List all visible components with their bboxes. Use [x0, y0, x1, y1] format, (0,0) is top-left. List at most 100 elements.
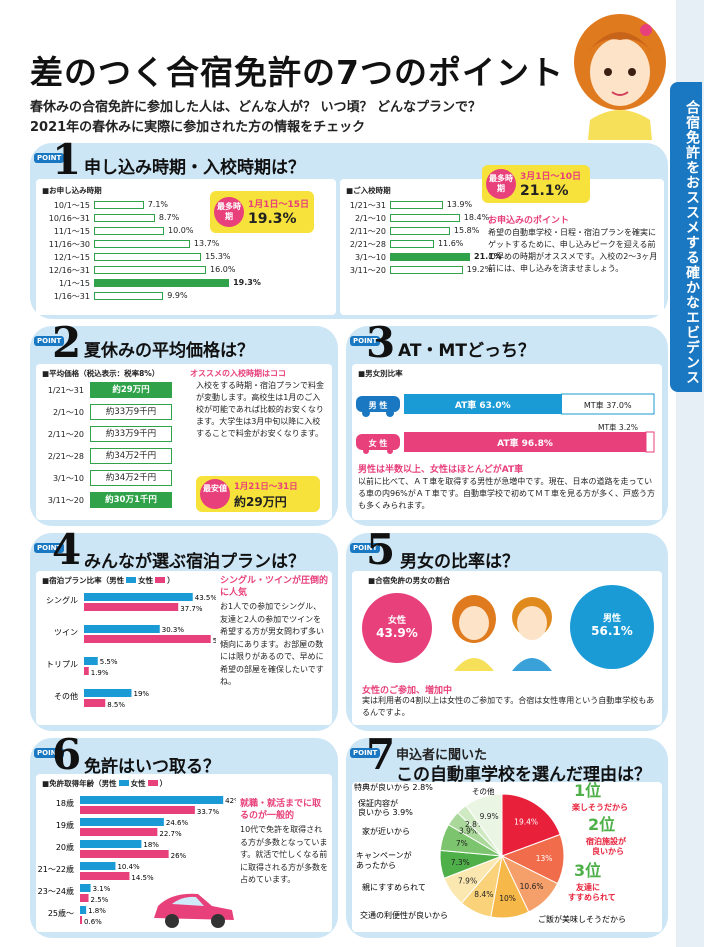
note-title: お申込みのポイント: [488, 216, 570, 226]
price-row-label: 3/11～20: [47, 496, 84, 505]
label-rank2-a: 宿泊施設が: [586, 836, 627, 846]
bar: [390, 227, 450, 235]
price-box: ■平均価格（税込表示：税率8%） 1/21～31 約29万円 2/1～10 約33万9…: [36, 364, 332, 520]
bar-label: 3/1～10: [354, 253, 386, 262]
price-note: 入校をする時期・宿泊プランで料金が変動します。高校生は1月のご入校が可能であれば…: [196, 381, 324, 438]
bar-value: 8.7%: [158, 213, 180, 222]
bar-value: 10.0%: [168, 226, 194, 235]
male-bar: [80, 884, 91, 892]
price-row-label: 3/1～10: [52, 474, 84, 483]
female-value: 8.5%: [107, 701, 125, 709]
bar: [390, 201, 443, 209]
label-oya: 親にすすめられて: [362, 882, 426, 892]
slice-value: 9.9%: [480, 812, 499, 821]
couple-illustration: [452, 595, 552, 671]
gender-chart-title: ■合宿免許の男女の割合: [368, 576, 451, 585]
label-hosho-2: 良いから 3.9%: [358, 807, 413, 817]
section-title-line2: この自動車学校を選んだ理由は？: [396, 765, 651, 785]
slice-value: 7.3%: [451, 858, 470, 867]
price-row-value: 約34万2千円: [90, 448, 172, 464]
hint-text: オススメの入校時期はココ: [190, 369, 286, 378]
row-label: トリプル: [46, 660, 78, 669]
female-label: 女性: [387, 616, 406, 626]
bar: [390, 214, 460, 222]
rank-1: 1位: [574, 782, 601, 800]
bar-value: 15.8%: [453, 226, 480, 235]
bar: [390, 266, 463, 274]
slice-value: 13%: [536, 854, 553, 863]
atmt-note-title: 男性は半数以上、女性はほとんどがAT車: [358, 465, 524, 475]
row-label: ツイン: [54, 628, 78, 637]
female-mt-bar: [645, 431, 655, 453]
section-number: 5: [366, 525, 396, 574]
bar: [94, 201, 144, 209]
bar-label: 12/16～31: [48, 266, 90, 275]
atmt-chart-title: ■男女別比率: [358, 369, 403, 378]
female-at-label: AT車 96.8%: [497, 437, 553, 449]
bar-value: 18.4%: [463, 213, 490, 222]
bar-label: 1/1～15: [58, 279, 90, 288]
female-value: 22.7%: [159, 830, 182, 838]
female-value: 26%: [171, 852, 187, 860]
plan-note-title: シングル・ツインが圧倒的に人気: [220, 576, 329, 598]
male-mt-label: MT車 37.0%: [584, 400, 632, 410]
slice-value: 2.8%: [465, 820, 484, 829]
slice-value: 10.6%: [520, 882, 544, 891]
label-camp-2: あったから: [356, 861, 396, 870]
slice-value: 8.4%: [474, 890, 493, 899]
label-rank1-reason: 楽しそうだから: [571, 802, 628, 812]
rank-2: 2位: [588, 815, 615, 834]
section-number: 2: [52, 318, 82, 367]
male-value: 43.5%: [195, 594, 216, 602]
bar-label: 2/21～28: [349, 240, 386, 249]
reason-pie-chart: 19.4% 13% 10.6% 10% 8.4% 7.9% 7.3% 7% 3.9%2.8%9.…: [354, 782, 628, 924]
section-number: 7: [366, 730, 396, 779]
slice-value: 7.9%: [458, 876, 477, 885]
female-bar: [84, 667, 89, 675]
row-label: 25歳～: [48, 908, 74, 918]
mascot-girl-illustration: [574, 14, 666, 140]
peak-percent: 19.3%: [248, 211, 297, 227]
section-2-panel: POINT 2 夏休みの平均価格は？ ■平均価格（税込表示：税率8%） 1/21…: [30, 322, 338, 526]
label-tokuten: 特典が良いから 2.8%: [354, 782, 433, 792]
cheapest-callout: 最安値 1月21日～31日 約29万円: [196, 476, 320, 512]
price-row-value: 約30万1千円: [90, 492, 172, 508]
female-bar: [80, 872, 130, 880]
male-at-label: AT車 63.0%: [455, 399, 511, 411]
bar-value: 16.0%: [210, 265, 236, 274]
female-value: 33.7%: [197, 808, 220, 816]
label-sonota: その他: [472, 786, 495, 796]
price-row-label: 2/11～20: [47, 430, 84, 439]
bar: [94, 279, 230, 287]
peak-badge: 最多時期: [486, 169, 516, 199]
female-percent: 43.9%: [376, 626, 418, 640]
section-title: AT・MTどっち？: [398, 341, 535, 361]
male-bar: [84, 593, 193, 601]
row-label: 20歳: [56, 842, 74, 852]
female-bar: [84, 603, 179, 611]
male-bar: [80, 862, 116, 870]
rank-3: 3位: [574, 861, 601, 880]
entry-chart-title: ■ご入校時期: [346, 186, 391, 195]
row-label: その他: [54, 691, 78, 701]
male-value: 10.4%: [117, 863, 140, 871]
gender-note-title: 女性のご参加、増加中: [362, 686, 453, 696]
male-value: 42%: [225, 797, 236, 805]
price-table-title: ■平均価格（税込表示：税率8%）: [42, 369, 160, 378]
bar-label: 10/16～31: [48, 214, 90, 223]
bar-label: 1/21～31: [349, 201, 386, 210]
male-circle: 男性 56.1%: [570, 585, 654, 669]
atmt-chart: 男 性 AT車 63.0% MT車 37.0% MT車 3.2% 女 性 AT車…: [356, 393, 655, 454]
male-bar: [80, 818, 164, 826]
bar-label: 1/16～31: [53, 292, 90, 301]
bar: [390, 253, 470, 261]
female-at-bar: [404, 432, 646, 452]
subtitle-line1: 春休みの合宿免許に参加した人は、どんな人が？ いつ頃？ どんなプランで？: [30, 100, 482, 115]
bar-value: 19.2%: [466, 265, 493, 274]
female-label: 女 性: [369, 438, 388, 448]
bar-value: 11.6%: [437, 239, 464, 248]
price-row-value: 約29万円: [90, 382, 172, 398]
